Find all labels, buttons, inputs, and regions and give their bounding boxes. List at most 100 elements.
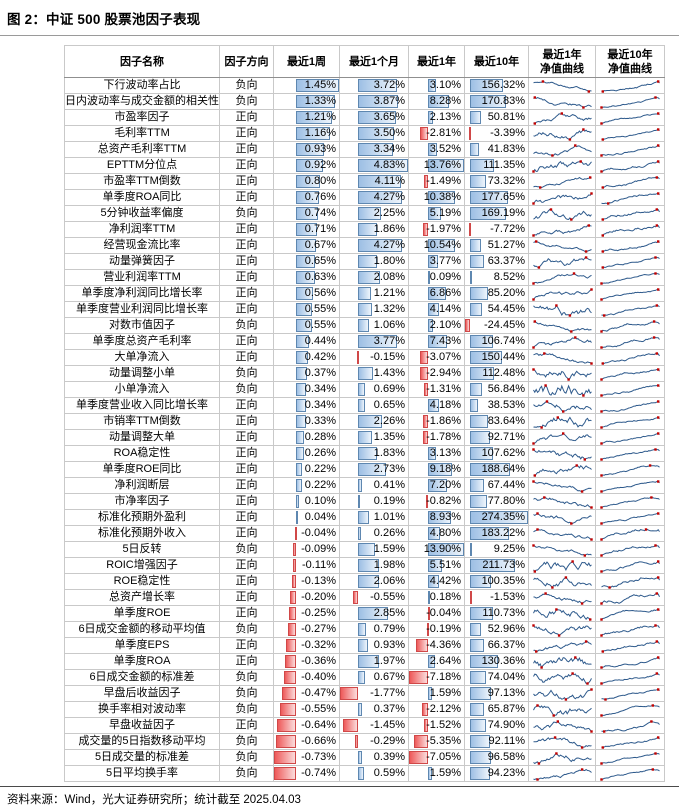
sparkline-chart <box>599 335 660 349</box>
return-week-cell: 0.34% <box>273 381 340 398</box>
sparkline-chart <box>532 415 592 429</box>
nav-curve-10y-sparkline <box>595 509 665 526</box>
factor-direction: 正向 <box>219 637 274 654</box>
factor-name: ROE稳定性 <box>64 573 220 590</box>
return-value: 211.73% <box>482 559 525 571</box>
return-value: 0.65% <box>304 255 336 267</box>
return-year-cell: 13.90% <box>408 541 465 558</box>
positive-data-bar <box>358 655 379 668</box>
column-header-nav-curve-10y: 最近10年 净值曲线 <box>595 45 665 78</box>
return-value: 1.83% <box>373 447 405 459</box>
return-value: 7.43% <box>429 335 461 347</box>
sparkline-chart <box>599 591 660 605</box>
return-value: 8.28% <box>429 95 461 107</box>
return-value: 67.44% <box>487 479 525 491</box>
table-row: 成交量的5日指数移动平均 负向 -0.66% -0.29% -5.35% 92.11% <box>64 733 665 750</box>
return-month-cell: 2.73% <box>339 461 409 478</box>
nav-curve-10y-sparkline <box>595 701 665 718</box>
return-month-cell: -1.45% <box>339 717 409 734</box>
return-value: 0.67% <box>373 671 405 683</box>
return-month-cell: 0.79% <box>339 621 409 638</box>
nav-curve-1y-sparkline <box>528 765 596 782</box>
sparkline-chart <box>531 271 592 285</box>
positive-data-bar <box>358 751 363 764</box>
sparkline-chart <box>532 575 592 589</box>
factor-name: 经营现金流比率 <box>64 237 220 254</box>
return-year-cell: 4.42% <box>408 573 465 590</box>
return-value: 274.35% <box>481 511 525 523</box>
nav-curve-1y-sparkline <box>528 461 596 478</box>
sparkline-chart <box>532 703 592 717</box>
positive-data-bar <box>358 639 368 652</box>
factor-direction: 正向 <box>219 349 274 366</box>
return-value: -0.25% <box>301 607 336 619</box>
positive-data-bar <box>470 271 473 284</box>
return-value: 13.90% <box>423 543 461 555</box>
return-value: -0.55% <box>301 703 336 715</box>
return-value: 73.32% <box>487 175 525 187</box>
return-value: 10.38% <box>423 191 461 203</box>
return-year-cell: 6.86% <box>408 285 465 302</box>
return-value: -0.82% <box>426 495 461 507</box>
positive-data-bar <box>295 447 304 460</box>
nav-curve-10y-sparkline <box>595 733 665 750</box>
factor-direction: 正向 <box>219 221 274 238</box>
nav-curve-1y-sparkline <box>528 637 596 654</box>
return-year-cell: -1.86% <box>408 413 465 430</box>
return-value: 8.93% <box>429 511 461 523</box>
sparkline-chart <box>532 95 592 109</box>
negative-data-bar <box>422 415 428 428</box>
table-row: 标准化预期外盈利 正向 0.04% 1.01% 8.93% 274.35% <box>64 509 665 526</box>
return-year-cell: 3.77% <box>408 253 465 270</box>
return-ten-year-cell: 52.96% <box>464 621 529 638</box>
return-week-cell: -0.47% <box>273 685 340 702</box>
table-row: 单季度营业利润同比增长率 正向 0.55% 1.32% 4.14% 54.45% <box>64 301 665 318</box>
return-value: 1.35% <box>373 431 405 443</box>
return-week-cell: 0.44% <box>273 333 340 350</box>
factor-name: 净利润断层 <box>64 477 220 494</box>
sparkline-chart <box>532 79 592 93</box>
return-value: 0.42% <box>304 351 336 363</box>
negative-data-bar <box>292 575 296 588</box>
return-value: -0.15% <box>370 351 405 363</box>
positive-data-bar <box>470 479 485 492</box>
nav-curve-10y-sparkline <box>595 765 665 782</box>
return-value: 0.04% <box>304 511 336 523</box>
sparkline-chart <box>531 623 592 637</box>
positive-data-bar <box>358 383 366 396</box>
column-header-nav-curve-1y: 最近1年 净值曲线 <box>528 45 596 78</box>
negative-data-bar <box>425 495 428 508</box>
return-value: 0.56% <box>304 287 336 299</box>
return-year-cell: -1.31% <box>408 381 465 398</box>
positive-data-bar <box>358 159 408 172</box>
return-week-cell: 0.28% <box>273 429 340 446</box>
factor-direction: 负向 <box>219 669 274 686</box>
positive-data-bar <box>427 463 452 476</box>
negative-data-bar <box>413 735 428 748</box>
table-row: ROA稳定性 正向 0.26% 1.83% 3.13% 107.62% <box>64 445 665 462</box>
nav-curve-1y-sparkline <box>528 749 596 766</box>
table-row: 标准化预期外收入 正向 -0.04% 0.26% 4.80% 183.22% <box>64 525 665 542</box>
return-value: 51.27% <box>487 239 525 251</box>
positive-data-bar <box>295 207 318 220</box>
return-ten-year-cell: 38.53% <box>464 397 529 414</box>
nav-curve-1y-sparkline <box>528 109 596 126</box>
sparkline-chart <box>532 607 592 621</box>
positive-data-bar <box>470 719 486 732</box>
positive-data-bar <box>358 431 373 444</box>
return-year-cell: 10.54% <box>408 237 465 254</box>
positive-data-bar <box>470 607 494 620</box>
return-month-cell: 3.34% <box>339 141 409 158</box>
return-value: 106.74% <box>481 335 525 347</box>
nav-curve-1y-sparkline <box>528 77 596 94</box>
return-ten-year-cell: 97.13% <box>464 685 529 702</box>
positive-data-bar <box>470 623 482 636</box>
return-ten-year-cell: 77.80% <box>464 493 529 510</box>
nav-curve-1y-sparkline <box>528 717 596 734</box>
return-value: 1.16% <box>304 127 336 139</box>
return-week-cell: 0.67% <box>273 237 340 254</box>
return-week-cell: 0.26% <box>273 445 340 462</box>
footer-divider <box>0 786 679 787</box>
return-month-cell: 1.21% <box>339 285 409 302</box>
return-ten-year-cell: 9.25% <box>464 541 529 558</box>
